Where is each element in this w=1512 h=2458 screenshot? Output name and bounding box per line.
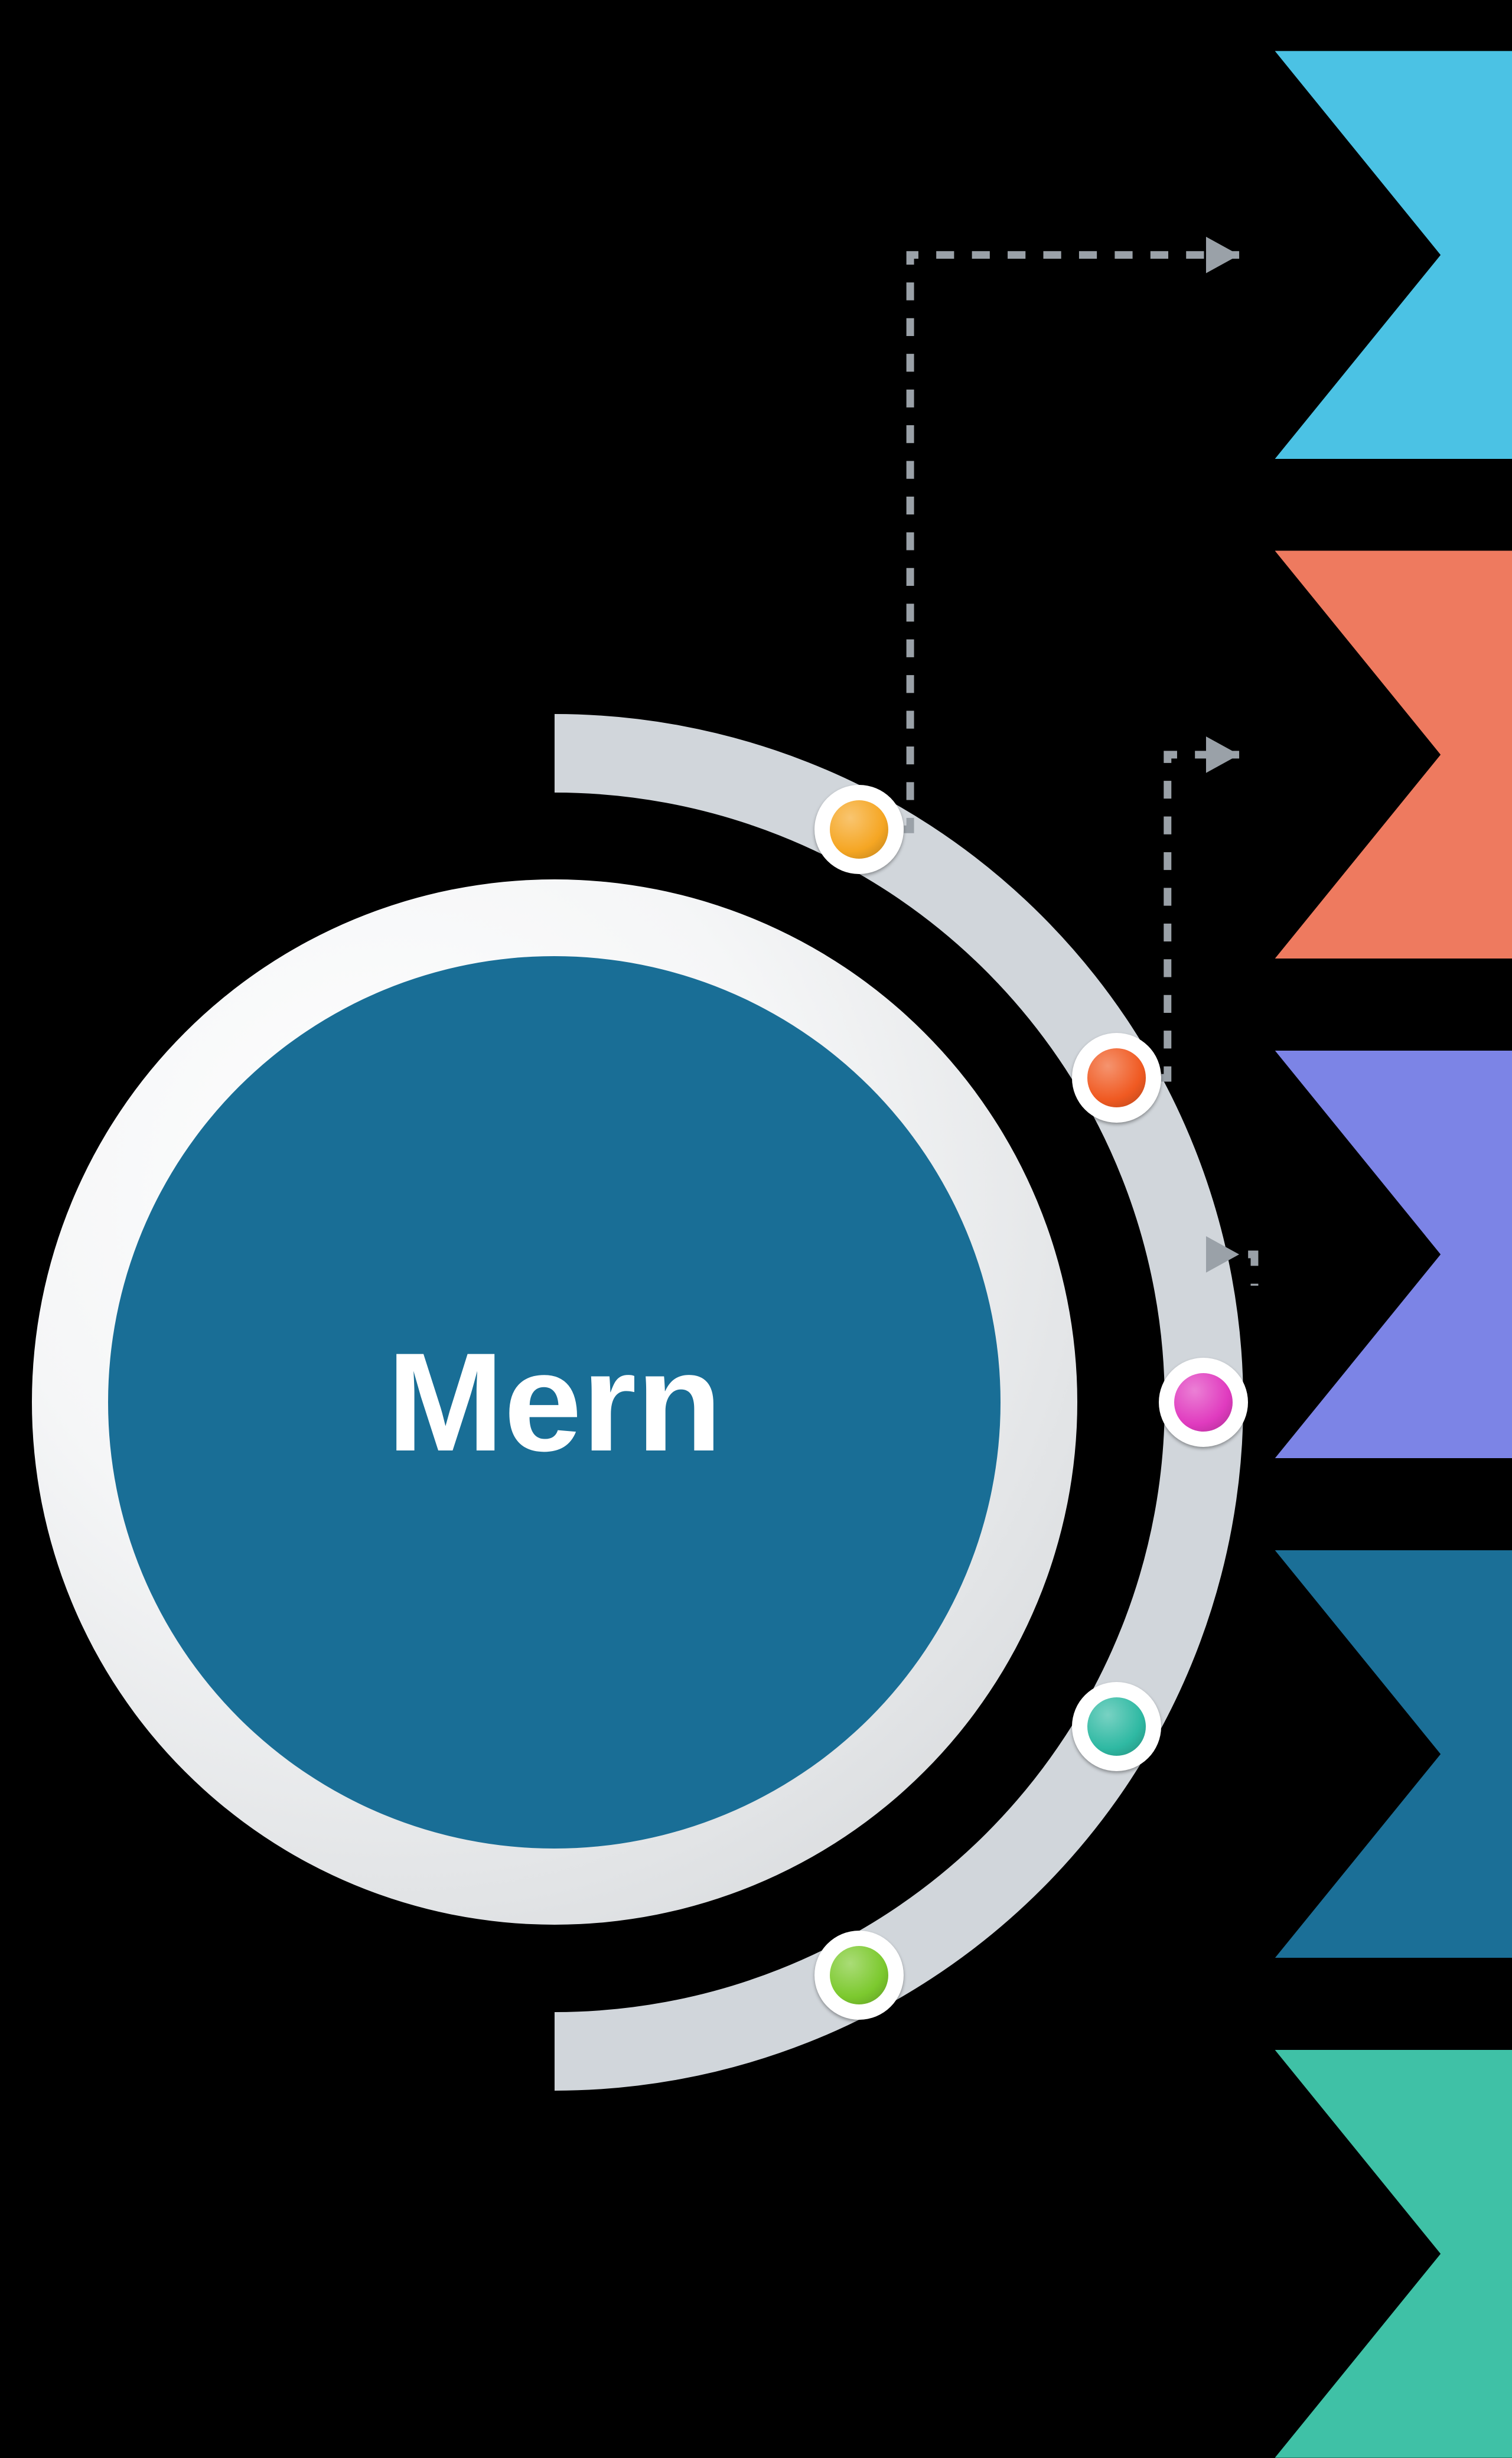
dot-ecommerce xyxy=(1072,1033,1161,1122)
hub-label: Mern xyxy=(387,1322,722,1483)
connector-ecommerce xyxy=(1161,755,1239,1078)
dot-banking xyxy=(1159,1358,1248,1447)
diagram-canvas: Mern AUTOMOTIVEE-COMMERCEBANKINGREAL EST… xyxy=(0,0,1512,1286)
sector-banking: BANKING xyxy=(1275,1051,1512,1459)
connector-automotive xyxy=(904,255,1239,830)
connector-banking-arrow xyxy=(1206,1236,1239,1273)
sector-automotive: AUTOMOTIVE xyxy=(1275,51,1512,459)
dot-healthcare xyxy=(814,1931,904,2020)
connector-automotive-arrow xyxy=(1206,237,1239,273)
dot-automotive xyxy=(814,785,904,874)
dot-realestate xyxy=(1072,1682,1161,1771)
connector-banking xyxy=(1239,1254,1254,1286)
sector-ecommerce: E-COMMERCE xyxy=(1275,550,1512,959)
connector-ecommerce-arrow xyxy=(1206,736,1239,773)
sector-healthcare: HEALTHCARE xyxy=(1275,2050,1512,2458)
sector-realestate: REAL ESTATE xyxy=(1275,1550,1512,1958)
